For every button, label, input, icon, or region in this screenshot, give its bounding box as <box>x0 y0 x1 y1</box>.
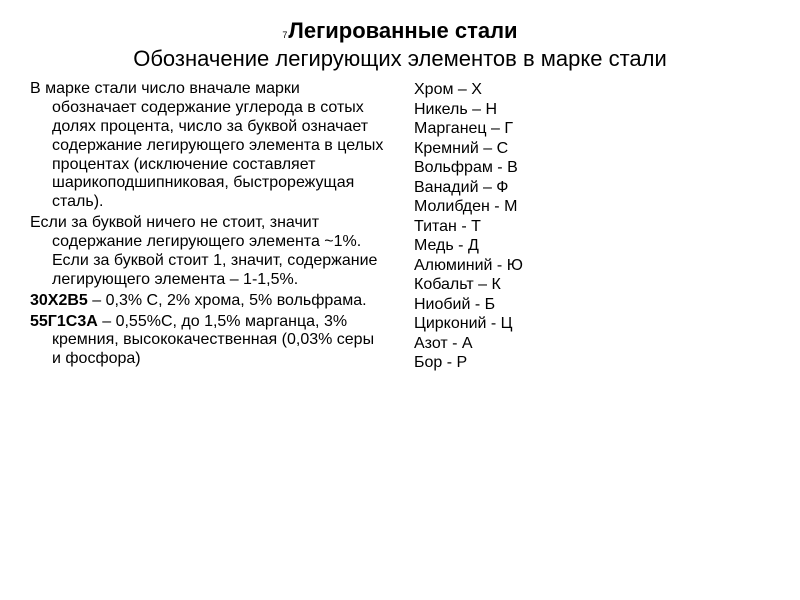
element-item: Ванадий – Ф <box>414 178 770 198</box>
element-item: Марганец – Г <box>414 119 770 139</box>
page-title: Легированные стали <box>288 18 517 43</box>
element-item: Молибден - М <box>414 197 770 217</box>
element-item: Бор - Р <box>414 353 770 373</box>
left-column: В марке стали число вначале марки обозна… <box>30 80 386 373</box>
element-item: Титан - Т <box>414 217 770 237</box>
example-2-code: 55Г1С3А <box>30 313 98 330</box>
subtitle: Обозначение легирующих элементов в марке… <box>30 46 770 72</box>
content-columns: В марке стали число вначале марки обозна… <box>30 80 770 373</box>
element-item: Вольфрам - В <box>414 158 770 178</box>
right-column: Хром – Х Никель – Н Марганец – Г Кремний… <box>414 80 770 373</box>
example-2: 55Г1С3А – 0,55%С, до 1,5% марганца, 3% к… <box>30 313 386 370</box>
title-number: 7 <box>282 30 287 40</box>
example-1-code: 30Х2В5 <box>30 292 88 309</box>
element-item: Ниобий - Б <box>414 295 770 315</box>
paragraph-1: В марке стали число вначале марки обозна… <box>30 80 386 212</box>
element-item: Азот - А <box>414 334 770 354</box>
element-item: Кобальт – К <box>414 275 770 295</box>
title-block: 7Легированные стали Обозначение легирующ… <box>30 18 770 72</box>
element-item: Никель – Н <box>414 100 770 120</box>
example-2-text: – 0,55%С, до 1,5% марганца, 3% кремния, … <box>52 313 374 368</box>
example-1-text: – 0,3% С, 2% хрома, 5% вольфрама. <box>88 292 367 309</box>
example-1: 30Х2В5 – 0,3% С, 2% хрома, 5% вольфрама. <box>30 292 386 311</box>
element-item: Хром – Х <box>414 80 770 100</box>
element-item: Кремний – С <box>414 139 770 159</box>
element-item: Алюминий - Ю <box>414 256 770 276</box>
paragraph-2: Если за буквой ничего не стоит, значит с… <box>30 214 386 290</box>
element-item: Медь - Д <box>414 236 770 256</box>
element-item: Цирконий - Ц <box>414 314 770 334</box>
